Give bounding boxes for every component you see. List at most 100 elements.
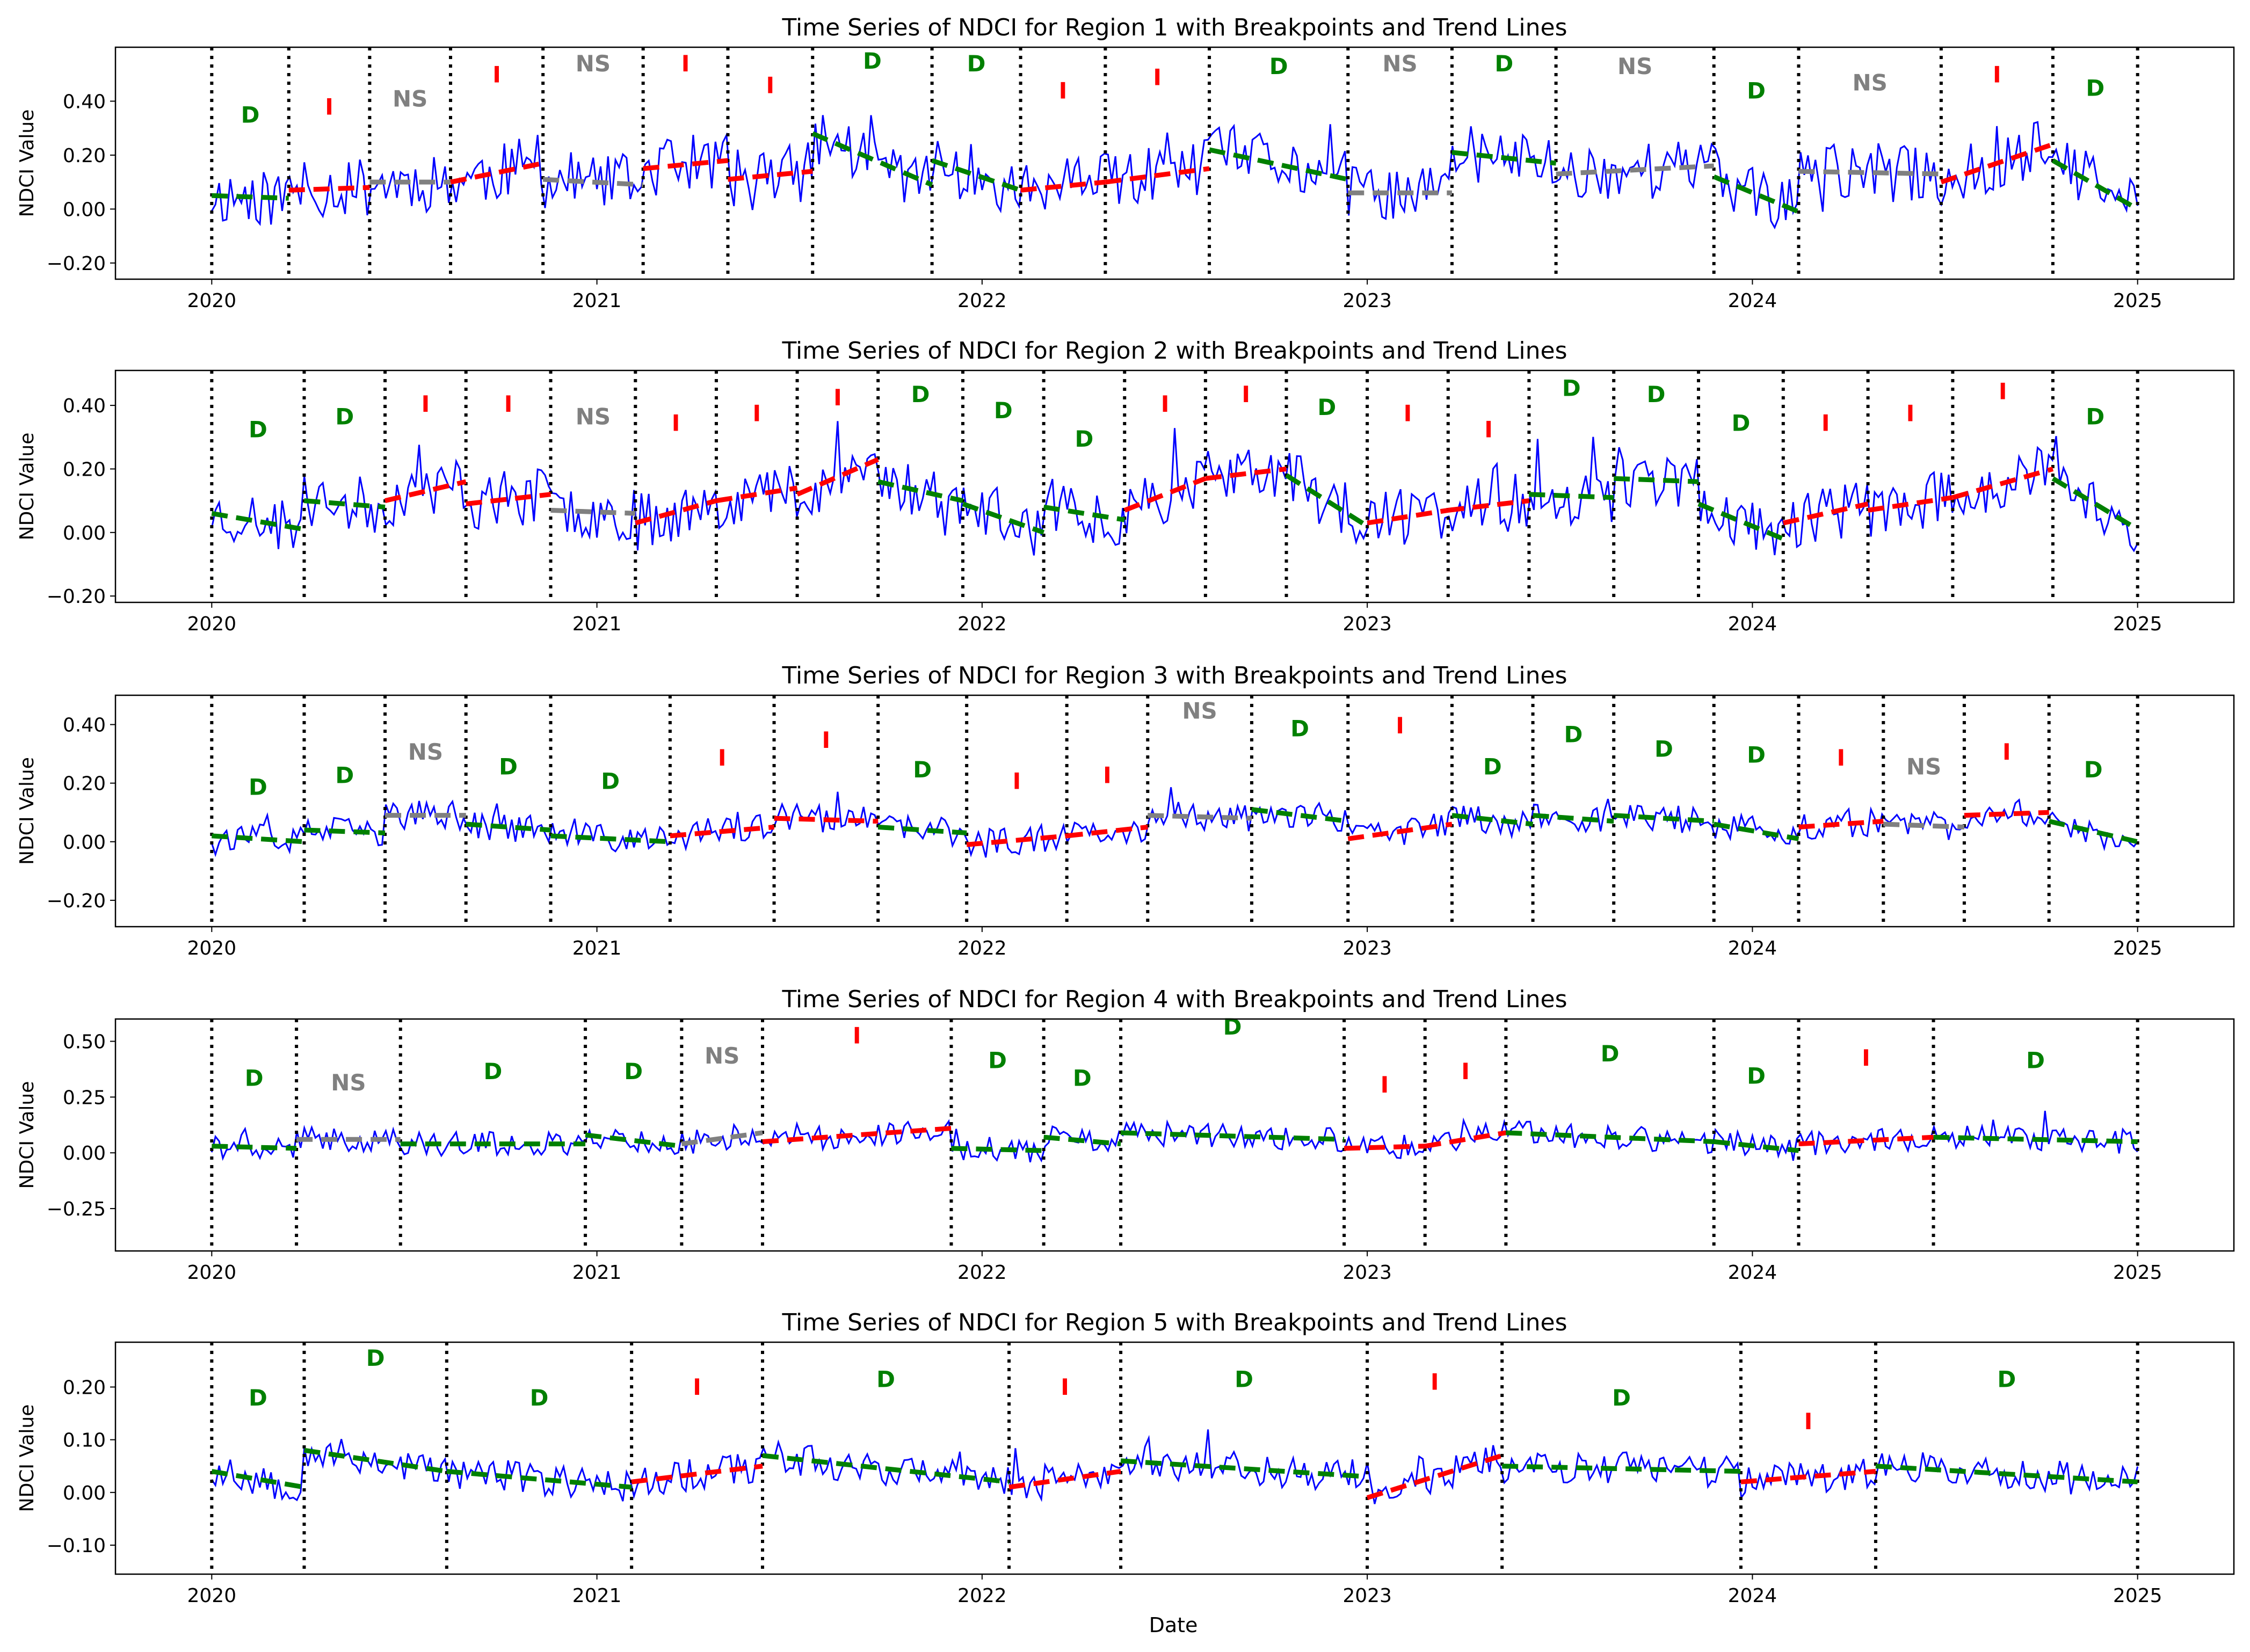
y-tick-label: 0.20 [63, 773, 106, 795]
trend-label: NS [1182, 698, 1217, 724]
trend-line-d [1529, 492, 1614, 500]
x-tick-label: 2022 [957, 937, 1007, 959]
trend-label: I [822, 727, 831, 753]
trend-label: I [1999, 378, 2007, 404]
trend-label: I [2002, 739, 2011, 765]
x-tick-label: 2022 [957, 613, 1007, 635]
trend-line-ns [1883, 821, 1965, 830]
trend-line-i [1066, 825, 1148, 839]
y-tick-label: −0.20 [47, 586, 106, 608]
trend-label: D [1269, 53, 1288, 79]
trend-label: I [766, 72, 775, 98]
x-tick-label: 2025 [2113, 937, 2162, 959]
trend-label: D [1601, 1040, 1620, 1067]
observed-ndci-line [211, 1429, 2139, 1504]
trend-label: I [1804, 1408, 1813, 1435]
y-tick-label: 0.10 [63, 1430, 106, 1452]
y-tick-label: 0.20 [63, 459, 106, 481]
trend-label: I [1993, 61, 2001, 88]
trend-label: D [913, 756, 932, 783]
trend-line-ns [542, 177, 643, 187]
trend-label: NS [1852, 69, 1887, 96]
y-tick-label: −0.20 [47, 253, 106, 275]
region-5-panel: Time Series of NDCI for Region 5 with Br… [16, 1309, 2235, 1607]
trend-label: I [1059, 77, 1068, 104]
trend-line-i [966, 833, 1068, 847]
trend-line-i [796, 457, 879, 497]
y-axis-label: NDCI Value [16, 1404, 38, 1512]
trend-line-i [643, 158, 728, 171]
trend-line-d [1043, 1134, 1121, 1147]
trend-label: I [1153, 64, 1162, 90]
trend-line-d [212, 833, 304, 845]
trend-label: D [967, 50, 986, 77]
trend-label: I [1161, 391, 1170, 417]
trend-line-d [212, 1144, 297, 1151]
trend-label: D [1317, 394, 1336, 420]
trend-line-d [1043, 505, 1125, 522]
y-tick-label: 0.25 [63, 1087, 106, 1109]
x-tick-label: 2023 [1342, 1262, 1392, 1284]
trend-label: D [1747, 77, 1766, 104]
trend-label: D [1747, 1062, 1766, 1089]
trend-line-d [304, 498, 386, 510]
trend-label: D [988, 1047, 1007, 1073]
x-tick-label: 2024 [1728, 1585, 1777, 1607]
x-tick-label: 2020 [187, 1585, 237, 1607]
trend-line-d [1451, 813, 1534, 827]
trend-line-d [877, 825, 967, 835]
trend-line-d [212, 193, 289, 201]
trend-label: I [1103, 762, 1112, 789]
x-tick-label: 2024 [1728, 613, 1777, 635]
x-tick-label: 2022 [957, 290, 1007, 312]
trend-line-i [1782, 501, 1869, 526]
y-tick-label: −0.20 [47, 890, 106, 912]
trend-line-i [466, 492, 551, 507]
y-tick-label: 0.00 [63, 1142, 106, 1165]
x-tick-label: 2024 [1728, 290, 1777, 312]
trend-line-i [635, 498, 717, 526]
trend-label: I [1862, 1045, 1870, 1071]
trend-line-i [762, 1126, 952, 1144]
chart-title: Time Series of NDCI for Region 3 with Br… [782, 662, 1567, 689]
trend-line-d [2051, 476, 2139, 532]
trend-line-i [1205, 466, 1287, 481]
trend-line-d [1506, 1130, 1714, 1144]
trend-label: D [1731, 410, 1750, 436]
x-tick-label: 2023 [1342, 290, 1392, 312]
y-tick-label: 0.20 [63, 145, 106, 167]
trend-label: D [530, 1385, 549, 1411]
trend-line-i [1940, 142, 2054, 185]
trend-label: NS [1906, 753, 1941, 780]
x-tick-label: 2025 [2113, 290, 2162, 312]
chart-title: Time Series of NDCI for Region 2 with Br… [782, 337, 1567, 365]
trend-label: I [1484, 416, 1493, 442]
y-tick-label: 0.20 [63, 1377, 106, 1399]
trend-label: D [624, 1058, 643, 1085]
trend-label: D [249, 774, 267, 800]
x-tick-label: 2020 [187, 937, 237, 959]
x-tick-label: 2021 [572, 1585, 622, 1607]
trend-line-d [762, 1453, 1010, 1484]
trend-line-i [1105, 166, 1210, 185]
trend-label: D [2026, 1047, 2045, 1073]
trend-label: I [1821, 410, 1830, 436]
y-axis-label: NDCI Value [16, 1081, 38, 1189]
trend-label: D [1654, 736, 1673, 762]
trend-label: D [1073, 1065, 1092, 1091]
trend-label: D [1647, 381, 1666, 407]
trend-label: I [325, 94, 333, 120]
trend-line-d [585, 1132, 682, 1149]
trend-line-d [1502, 1464, 1741, 1474]
trend-line-i [1344, 1144, 1425, 1151]
trend-line-d [1713, 821, 1799, 841]
trend-label: D [335, 762, 354, 789]
x-tick-label: 2023 [1342, 613, 1392, 635]
trend-line-d [2048, 819, 2138, 845]
x-tick-label: 2020 [187, 1262, 237, 1284]
plot-frame [114, 46, 2235, 280]
x-tick-label: 2022 [957, 1262, 1007, 1284]
trend-line-i [1740, 1469, 1876, 1484]
trend-line-d [211, 511, 305, 532]
trend-label: NS [576, 50, 611, 77]
